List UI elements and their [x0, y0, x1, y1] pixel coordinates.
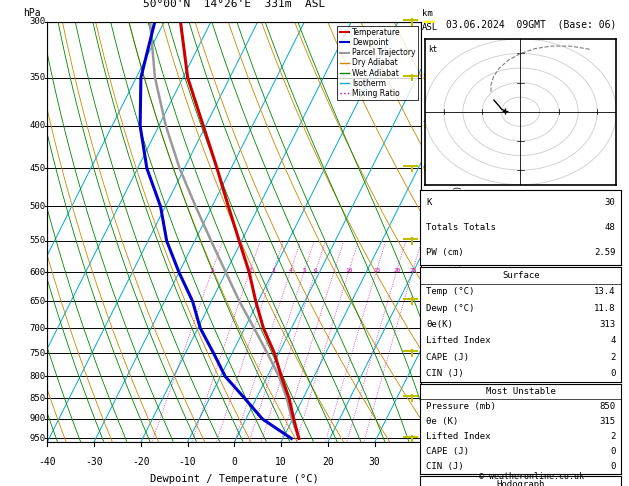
Text: CAPE (J): CAPE (J) [426, 447, 469, 456]
Text: 700: 700 [29, 324, 45, 332]
Text: 30: 30 [369, 457, 381, 467]
Text: Lifted Index: Lifted Index [426, 336, 491, 345]
Text: 313: 313 [599, 320, 615, 329]
Text: 2: 2 [248, 268, 252, 273]
Text: Hodograph: Hodograph [497, 480, 545, 486]
Text: 2: 2 [610, 352, 615, 362]
Text: 2: 2 [610, 432, 615, 441]
Text: -40: -40 [38, 457, 56, 467]
Text: 850: 850 [599, 402, 615, 411]
Text: CAPE (J): CAPE (J) [426, 352, 469, 362]
Text: 25: 25 [409, 268, 416, 273]
Text: 0: 0 [610, 462, 615, 471]
Text: 13.4: 13.4 [594, 287, 615, 296]
Text: 1: 1 [422, 394, 428, 403]
Text: 30: 30 [604, 198, 615, 207]
Text: 550: 550 [29, 237, 45, 245]
Text: 600: 600 [29, 268, 45, 277]
Text: Dewpoint / Temperature (°C): Dewpoint / Temperature (°C) [150, 474, 319, 484]
Text: 900: 900 [29, 415, 45, 423]
Text: Surface: Surface [502, 271, 540, 280]
Text: CIN (J): CIN (J) [426, 462, 464, 471]
Text: 750: 750 [29, 348, 45, 358]
Text: 6: 6 [314, 268, 318, 273]
Text: 4: 4 [289, 268, 292, 273]
Text: Lifted Index: Lifted Index [426, 432, 491, 441]
Text: θe(K): θe(K) [426, 320, 453, 329]
Text: 800: 800 [29, 372, 45, 381]
Text: 7: 7 [422, 122, 428, 130]
Text: 450: 450 [29, 164, 45, 173]
Text: PW (cm): PW (cm) [426, 248, 464, 257]
Text: K: K [426, 198, 431, 207]
Legend: Temperature, Dewpoint, Parcel Trajectory, Dry Adiabat, Wet Adiabat, Isotherm, Mi: Temperature, Dewpoint, Parcel Trajectory… [337, 26, 418, 100]
Text: 0: 0 [610, 369, 615, 378]
Text: 15: 15 [373, 268, 381, 273]
Text: 3: 3 [422, 324, 428, 332]
Text: 0: 0 [610, 447, 615, 456]
Text: 0: 0 [231, 457, 237, 467]
Text: 2.59: 2.59 [594, 248, 615, 257]
Text: 400: 400 [29, 122, 45, 130]
Text: -10: -10 [179, 457, 196, 467]
Text: -30: -30 [85, 457, 103, 467]
Text: 3: 3 [272, 268, 276, 273]
Text: LCL: LCL [422, 434, 438, 443]
Text: 11.8: 11.8 [594, 304, 615, 312]
Text: Pressure (mb): Pressure (mb) [426, 402, 496, 411]
Text: © weatheronline.co.uk: © weatheronline.co.uk [479, 472, 584, 481]
Text: Mixing Ratio (g/kg): Mixing Ratio (g/kg) [454, 185, 464, 279]
Text: 6: 6 [422, 164, 428, 173]
Text: -20: -20 [132, 457, 150, 467]
Text: Dewp (°C): Dewp (°C) [426, 304, 475, 312]
Text: CIN (J): CIN (J) [426, 369, 464, 378]
Text: hPa: hPa [23, 8, 40, 17]
Text: 500: 500 [29, 202, 45, 211]
Text: 5: 5 [303, 268, 306, 273]
Text: 10: 10 [345, 268, 353, 273]
Text: 20: 20 [393, 268, 401, 273]
Text: kt: kt [428, 45, 438, 54]
Text: 50°00'N  14°26'E  331m  ASL: 50°00'N 14°26'E 331m ASL [143, 0, 325, 9]
Text: ASL: ASL [422, 23, 438, 33]
Text: 6: 6 [422, 202, 428, 211]
Text: 1: 1 [210, 268, 214, 273]
Text: 2: 2 [422, 348, 428, 358]
Text: 03.06.2024  09GMT  (Base: 06): 03.06.2024 09GMT (Base: 06) [447, 19, 616, 30]
Text: 48: 48 [604, 223, 615, 232]
Text: 2: 2 [422, 372, 428, 381]
Text: 4: 4 [422, 268, 428, 277]
Text: 10: 10 [276, 457, 287, 467]
Text: 350: 350 [29, 73, 45, 82]
Text: Temp (°C): Temp (°C) [426, 287, 475, 296]
Text: 8: 8 [422, 73, 428, 82]
Text: Totals Totals: Totals Totals [426, 223, 496, 232]
Text: 20: 20 [322, 457, 334, 467]
Text: km: km [422, 9, 433, 17]
Text: 5: 5 [422, 237, 428, 245]
Text: 300: 300 [29, 17, 45, 26]
Text: 850: 850 [29, 394, 45, 403]
Text: 4: 4 [422, 297, 428, 306]
Text: 4: 4 [610, 336, 615, 345]
Text: 950: 950 [29, 434, 45, 443]
Text: 315: 315 [599, 417, 615, 426]
Text: θe (K): θe (K) [426, 417, 459, 426]
Text: Most Unstable: Most Unstable [486, 387, 556, 396]
Text: 1: 1 [422, 415, 428, 423]
Text: 650: 650 [29, 297, 45, 306]
